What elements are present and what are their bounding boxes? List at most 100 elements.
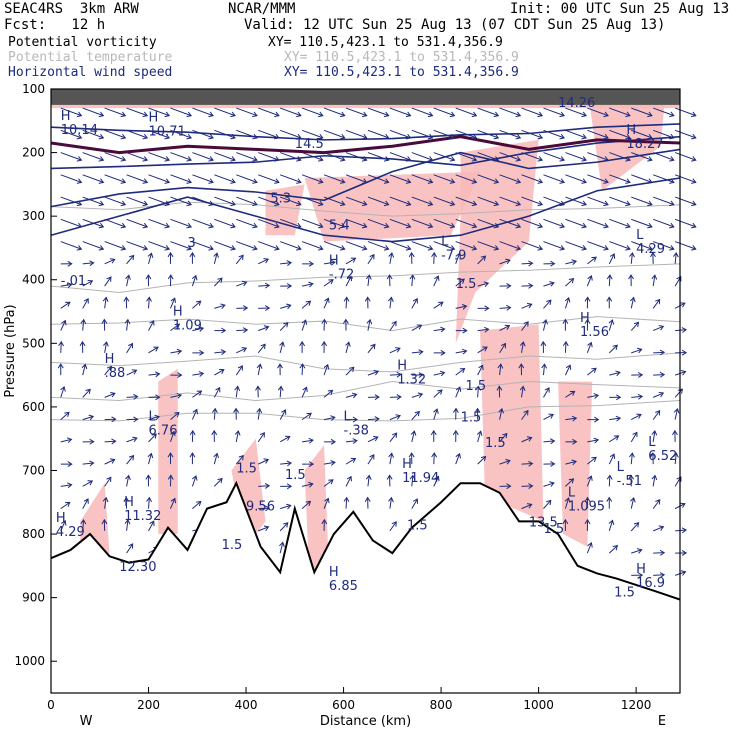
wind-vector-head — [528, 260, 534, 267]
y-tick-label: 900 — [22, 591, 45, 605]
y-tick-label: 300 — [22, 209, 45, 223]
wind-vector-head — [603, 178, 609, 184]
wind-vector-head — [76, 245, 83, 251]
contour-label: 1.5 — [543, 522, 564, 537]
wind-vector — [586, 542, 592, 554]
wind-vector-head — [603, 156, 609, 162]
wind-vector — [192, 107, 214, 117]
wind-vector — [148, 241, 170, 250]
wind-vector — [411, 475, 414, 487]
wind-vector-head — [318, 200, 324, 207]
wind-vector — [674, 252, 677, 264]
wind-vector-head — [559, 156, 566, 162]
wind-vector-head — [484, 305, 490, 312]
wind-vector-head — [199, 349, 205, 356]
wind-vector-head — [274, 133, 280, 140]
legend-pv-xy: XY= 110.5,423.1 to 531.4,356.9 — [268, 35, 503, 50]
legend-theta-xy: XY= 110.5,423.1 to 531.4,356.9 — [284, 50, 519, 65]
wind-vector-head — [120, 222, 127, 229]
wind-vector-head — [591, 367, 597, 373]
wind-vector-head — [170, 497, 177, 504]
center-marker: H — [329, 254, 339, 269]
wind-vector-head — [569, 390, 576, 396]
wind-vector — [411, 393, 423, 398]
wind-vector-head — [102, 496, 109, 503]
wind-vector-head — [405, 200, 412, 207]
wind-vector-head — [452, 407, 459, 413]
contour-label: 16.9 — [636, 576, 665, 591]
wind-vector — [345, 241, 367, 250]
wind-vector — [455, 174, 477, 183]
wind-vector — [82, 415, 94, 421]
wind-vector — [499, 241, 521, 250]
wind-vector — [236, 281, 247, 287]
wind-vector — [192, 390, 202, 398]
wind-vector — [630, 522, 639, 532]
wind-vector — [60, 411, 70, 420]
theta-contours — [50, 201, 681, 422]
wind-vector — [213, 277, 223, 287]
wind-vector-head — [321, 318, 328, 324]
wind-vector-head — [264, 282, 271, 289]
wind-vector — [126, 319, 129, 331]
wind-vector — [499, 129, 521, 139]
wind-vector-head — [129, 254, 135, 261]
wind-vector-head — [691, 245, 697, 251]
wind-vector-head — [192, 408, 199, 415]
wind-vector-head — [515, 200, 522, 207]
wind-vector-head — [145, 274, 152, 280]
wind-vector-head — [321, 518, 328, 525]
wind-vector-head — [483, 281, 490, 287]
wind-vector-head — [629, 296, 636, 303]
wind-vector — [301, 241, 323, 250]
x-tick-label: 600 — [332, 698, 355, 712]
wind-vector — [323, 298, 329, 309]
wind-vector — [82, 519, 85, 531]
center-marker: H — [626, 123, 636, 138]
x-tick-label: 400 — [235, 698, 258, 712]
wind-vector — [367, 218, 389, 228]
wind-vector — [630, 497, 635, 509]
wind-vector — [521, 129, 543, 139]
wind-vector-head — [628, 474, 634, 480]
wind-vector-head — [220, 303, 226, 310]
wind-vector — [389, 152, 411, 161]
pv-fill-patch — [231, 438, 266, 547]
wind-vector — [345, 107, 367, 117]
wind-vector-head — [340, 111, 346, 118]
wind-vector-head — [647, 222, 653, 229]
wind-vector-head — [133, 416, 139, 423]
wind-vector — [170, 152, 192, 161]
center-marker: H — [636, 562, 646, 577]
wind-vector-head — [324, 497, 330, 504]
wind-vector-head — [147, 452, 154, 459]
wind-vector-head — [186, 200, 193, 207]
wind-vector-head — [462, 327, 468, 334]
wind-vector-head — [493, 178, 500, 184]
wind-vector — [433, 389, 443, 398]
wind-vector-head — [60, 386, 66, 392]
center-marker: H — [173, 304, 183, 319]
wind-vector — [455, 152, 477, 161]
wind-vector — [60, 107, 82, 117]
wind-vector — [301, 483, 313, 487]
wind-vector-head — [264, 483, 271, 489]
wind-vector — [104, 459, 115, 465]
wind-vector-head — [564, 497, 571, 503]
wind-vector-head — [198, 371, 205, 377]
wind-vector-head — [340, 156, 346, 162]
wind-vector-head — [274, 245, 280, 251]
wind-vector — [236, 241, 258, 250]
wind-vector — [433, 129, 455, 139]
wind-vector-head — [340, 222, 346, 229]
wind-vector — [302, 439, 314, 443]
wind-vector-head — [352, 438, 358, 444]
wind-vector-head — [434, 275, 440, 281]
wind-vector-head — [647, 200, 653, 207]
wind-vector-head — [109, 258, 116, 264]
wind-vector — [411, 174, 433, 183]
wind-vector — [258, 258, 269, 265]
wind-vector — [630, 252, 633, 264]
wind-vector — [126, 152, 148, 161]
wind-vector — [477, 346, 488, 354]
